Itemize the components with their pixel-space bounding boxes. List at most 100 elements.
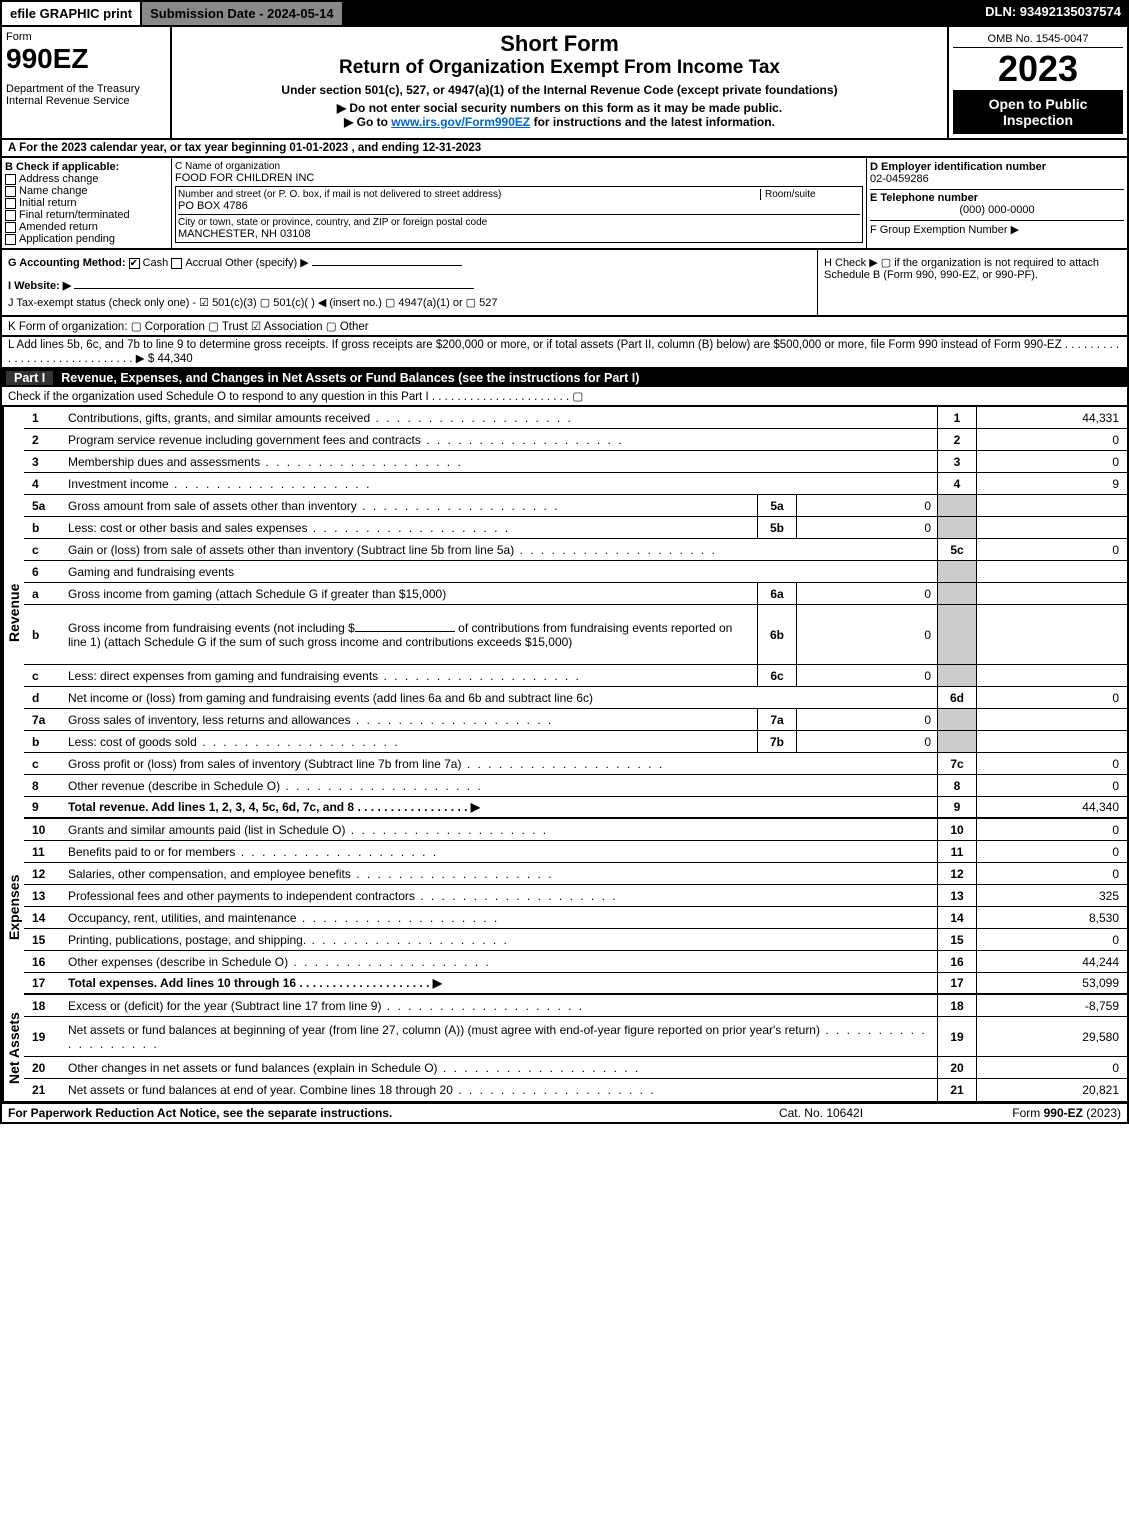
ln5a-rnum: [937, 495, 977, 516]
ln7c-desc: Gross profit or (loss) from sales of inv…: [64, 755, 937, 773]
box-f-label: F Group Exemption Number ▶: [870, 220, 1124, 236]
ln19-rnum: 19: [937, 1017, 977, 1056]
box-b-title: B Check if applicable:: [5, 161, 168, 173]
ln16-rnum: 16: [937, 951, 977, 972]
ln17-rval: 53,099: [977, 976, 1127, 990]
ln13-desc: Professional fees and other payments to …: [64, 887, 937, 905]
ln2-rval: 0: [977, 433, 1127, 447]
open-public-badge: Open to Public Inspection: [953, 90, 1123, 134]
ln8-rval: 0: [977, 779, 1127, 793]
ln10-desc: Grants and similar amounts paid (list in…: [64, 821, 937, 839]
ln11-num: 11: [24, 845, 64, 859]
ln5b-desc: Less: cost or other basis and sales expe…: [64, 519, 757, 537]
ln21-rnum: 21: [937, 1079, 977, 1101]
ln11-rval: 0: [977, 845, 1127, 859]
revenue-section: Revenue 1Contributions, gifts, grants, a…: [0, 407, 1129, 819]
ln5a-midnum: 5a: [757, 495, 797, 516]
cb-address-change[interactable]: Address change: [5, 173, 168, 185]
website-input[interactable]: [74, 288, 474, 289]
cash-label: Cash: [143, 257, 169, 269]
ln5c-rval: 0: [977, 543, 1127, 557]
efile-print-label[interactable]: efile GRAPHIC print: [0, 0, 142, 25]
ln4-rnum: 4: [937, 473, 977, 494]
phone-value: (000) 000-0000: [870, 204, 1124, 216]
cb-name-change[interactable]: Name change: [5, 185, 168, 197]
ln10-rnum: 10: [937, 819, 977, 840]
street-label: Number and street (or P. O. box, if mail…: [178, 189, 760, 200]
street-value: PO BOX 4786: [178, 200, 860, 212]
ln6-num: 6: [24, 565, 64, 579]
cb-final-return[interactable]: Final return/terminated: [5, 209, 168, 221]
form-ref: Form 990-EZ (2023): [921, 1106, 1121, 1120]
cb-accrual[interactable]: [171, 258, 182, 269]
ln5c-desc: Gain or (loss) from sale of assets other…: [64, 541, 937, 559]
ln6b-rnum: [937, 605, 977, 664]
ln16-desc: Other expenses (describe in Schedule O): [64, 953, 937, 971]
ln5a-midval: 0: [797, 495, 937, 516]
submission-date-label: Submission Date - 2024-05-14: [142, 0, 344, 25]
box-d-e-f: D Employer identification number 02-0459…: [867, 158, 1127, 248]
ln4-rval: 9: [977, 477, 1127, 491]
ln7b-num: b: [24, 735, 64, 749]
cb-cash[interactable]: [129, 258, 140, 269]
ln6-rnum: [937, 561, 977, 582]
ln6a-midval: 0: [797, 583, 937, 604]
other-specify: Other (specify) ▶: [225, 257, 309, 269]
accrual-label: Accrual: [185, 257, 222, 269]
netassets-side-label: Net Assets: [2, 995, 24, 1101]
ln6a-midnum: 6a: [757, 583, 797, 604]
city-label: City or town, state or province, country…: [178, 217, 860, 228]
ln10-rval: 0: [977, 823, 1127, 837]
ln5b-midnum: 5b: [757, 517, 797, 538]
cb-application-pending[interactable]: Application pending: [5, 233, 168, 245]
form-number: 990EZ: [6, 43, 166, 75]
line-g: G Accounting Method: Cash Accrual Other …: [2, 250, 817, 315]
ln6b-num: b: [24, 628, 64, 642]
ln6d-desc: Net income or (loss) from gaming and fun…: [64, 689, 937, 707]
line-a: A For the 2023 calendar year, or tax yea…: [0, 140, 1129, 158]
part-i-check: Check if the organization used Schedule …: [0, 387, 1129, 407]
ln3-rnum: 3: [937, 451, 977, 472]
box-e-label: E Telephone number: [870, 189, 1124, 204]
irs-label: Internal Revenue Service: [6, 95, 166, 107]
other-specify-input[interactable]: [312, 265, 462, 266]
ln3-desc: Membership dues and assessments: [64, 453, 937, 471]
ln17-desc: Total expenses. Add lines 10 through 16 …: [64, 974, 937, 992]
ln6c-rnum: [937, 665, 977, 686]
ln6a-rnum: [937, 583, 977, 604]
ln9-rnum: 9: [937, 797, 977, 817]
ln5b-rnum: [937, 517, 977, 538]
ln6c-num: c: [24, 669, 64, 683]
ln5a-num: 5a: [24, 499, 64, 513]
ln11-rnum: 11: [937, 841, 977, 862]
ln2-desc: Program service revenue including govern…: [64, 431, 937, 449]
netassets-section: Net Assets 18Excess or (deficit) for the…: [0, 995, 1129, 1103]
ln15-rval: 0: [977, 933, 1127, 947]
ln3-rval: 0: [977, 455, 1127, 469]
ln19-rval: 29,580: [977, 1030, 1127, 1044]
ln5c-num: c: [24, 543, 64, 557]
irs-link[interactable]: www.irs.gov/Form990EZ: [391, 115, 530, 129]
ln13-rval: 325: [977, 889, 1127, 903]
ln7b-desc: Less: cost of goods sold: [64, 733, 757, 751]
ln6c-desc: Less: direct expenses from gaming and fu…: [64, 667, 757, 685]
line-l-amount: 44,340: [157, 353, 192, 365]
ln21-num: 21: [24, 1083, 64, 1097]
form-word: Form: [6, 31, 166, 43]
cb-amended-return[interactable]: Amended return: [5, 221, 168, 233]
ln7a-desc: Gross sales of inventory, less returns a…: [64, 711, 757, 729]
page-footer: For Paperwork Reduction Act Notice, see …: [0, 1103, 1129, 1124]
ln6d-num: d: [24, 691, 64, 705]
ln12-num: 12: [24, 867, 64, 881]
header-center: Short Form Return of Organization Exempt…: [172, 27, 947, 138]
ln6b-blank[interactable]: [355, 631, 455, 632]
ln6d-rnum: 6d: [937, 687, 977, 708]
line-j: J Tax-exempt status (check only one) - ☑…: [8, 296, 811, 309]
box-d-label: D Employer identification number: [870, 161, 1124, 173]
cb-initial-return[interactable]: Initial return: [5, 197, 168, 209]
ln10-num: 10: [24, 823, 64, 837]
ln1-rnum: 1: [937, 407, 977, 428]
ln6b-desc: Gross income from fundraising events (no…: [64, 619, 757, 651]
ln12-rnum: 12: [937, 863, 977, 884]
line-g-label: G Accounting Method:: [8, 257, 126, 269]
